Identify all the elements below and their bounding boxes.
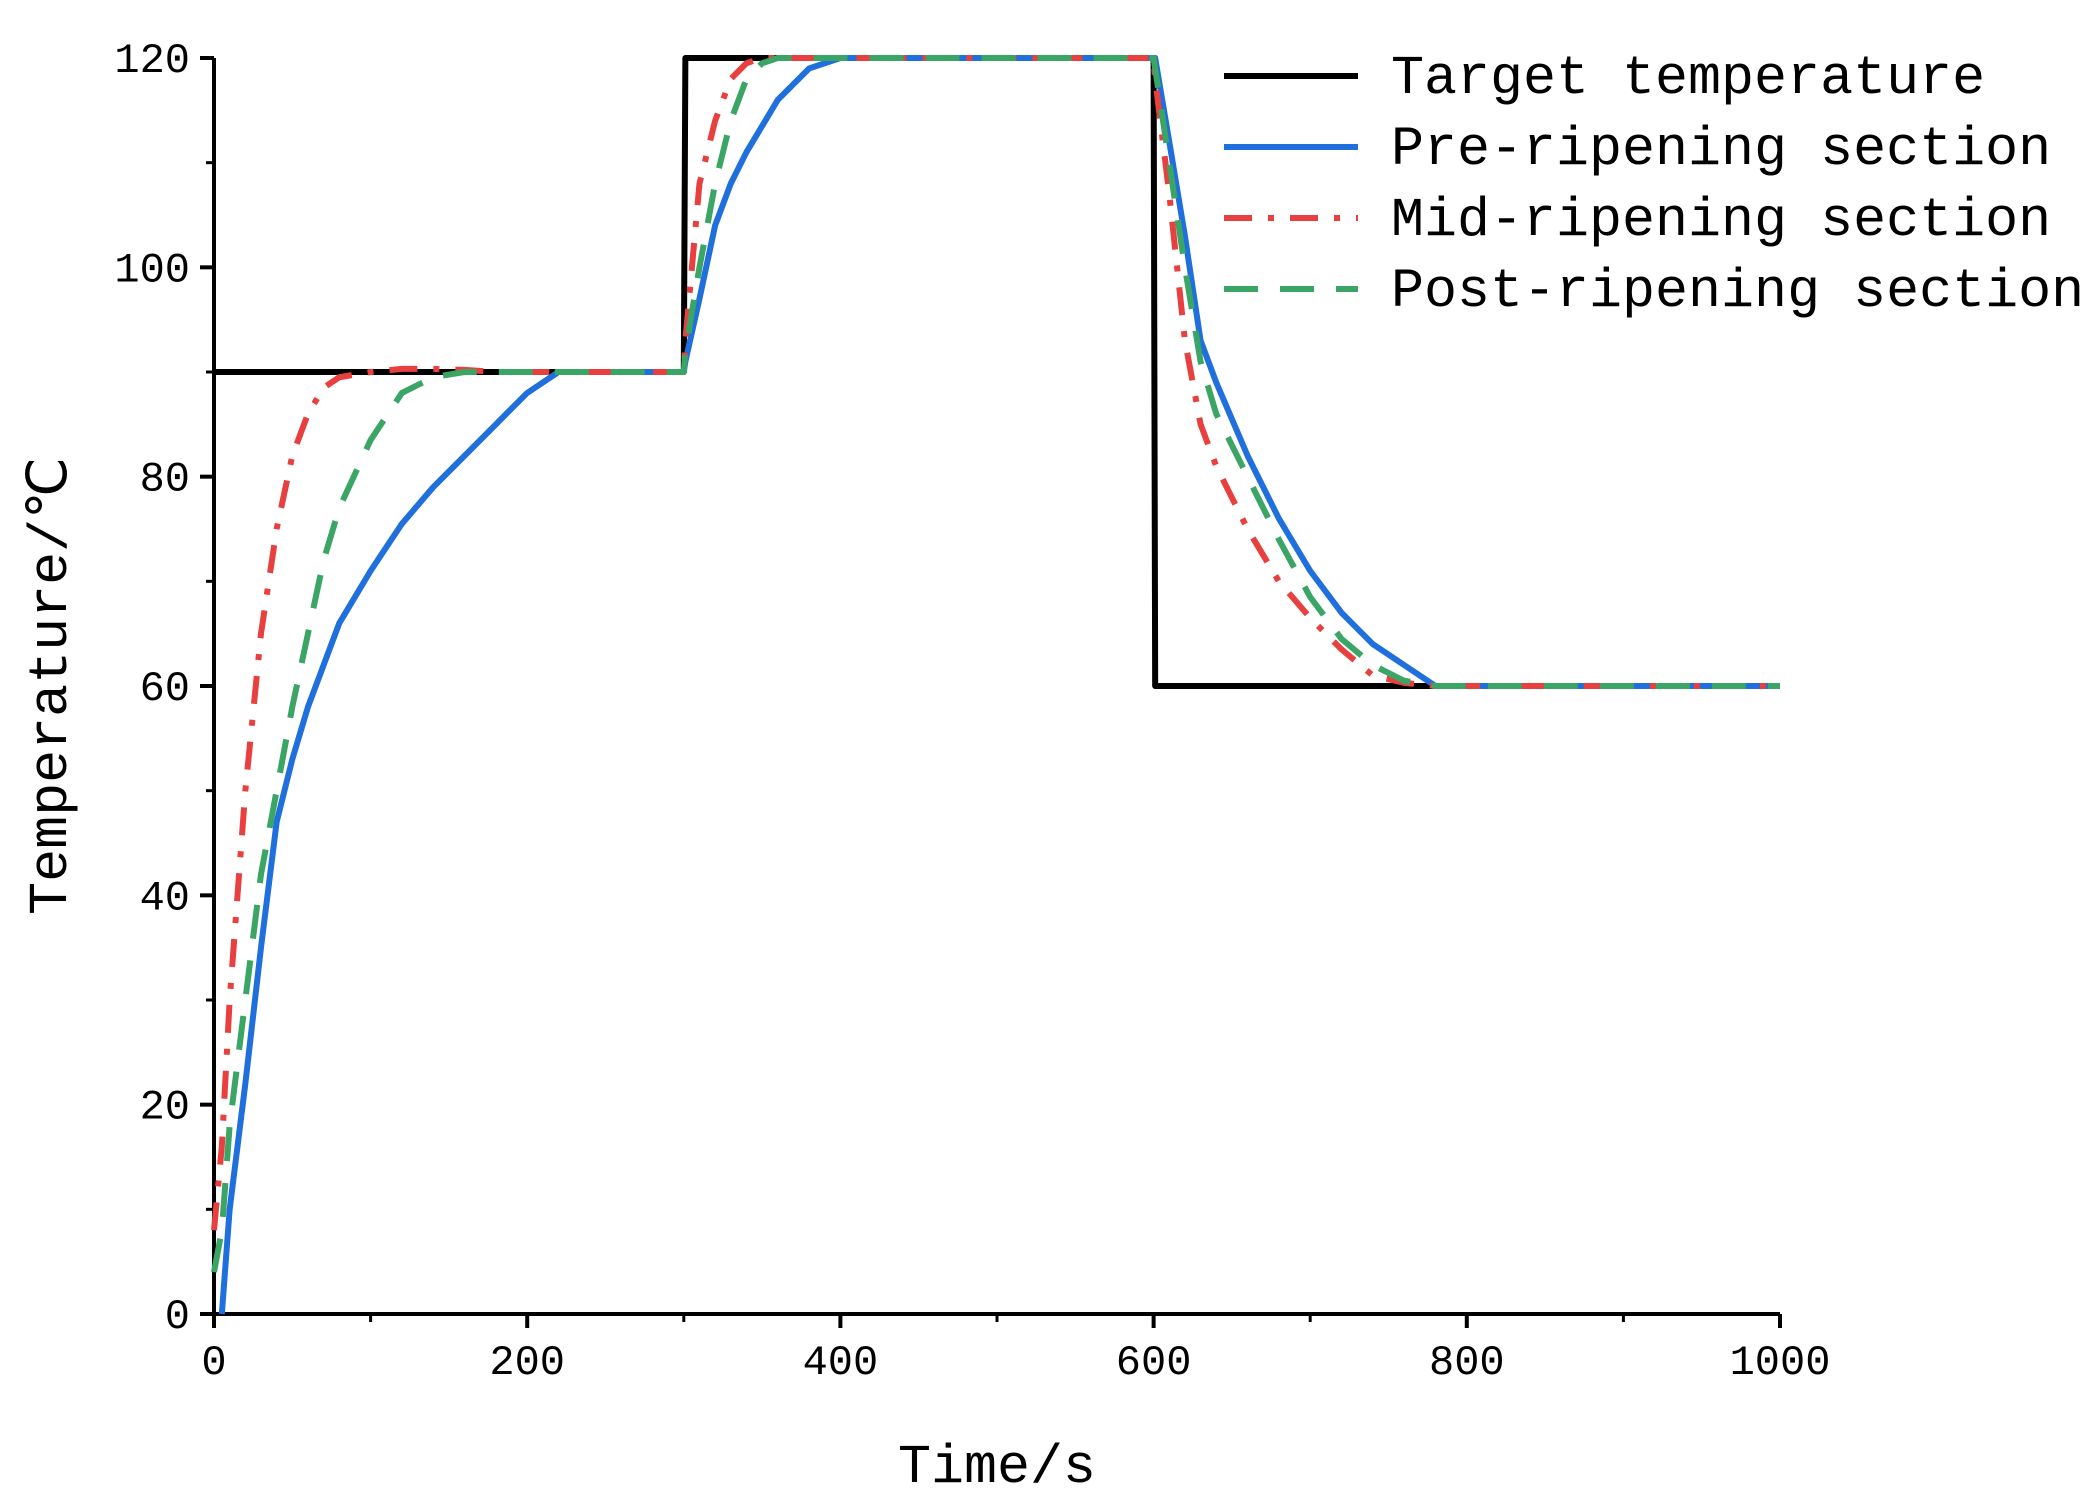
x-axis-label: Time/s [898, 1436, 1096, 1499]
y-tick-label: 60 [140, 665, 190, 713]
y-tick-label: 20 [140, 1084, 190, 1132]
x-tick-label: 0 [201, 1339, 226, 1387]
y-axis-label: Temperature/℃ [20, 457, 83, 915]
series-line [214, 55, 1780, 689]
x-tick-label: 800 [1429, 1339, 1505, 1387]
legend-label: Target temperature [1391, 47, 1985, 110]
y-tick-label: 120 [114, 37, 190, 85]
legend-label: Mid-ripening section [1391, 189, 2051, 252]
y-tick-label: 0 [165, 1293, 190, 1341]
y-tick-label: 100 [114, 246, 190, 294]
series-line [218, 55, 1780, 1315]
legend-label: Post-ripening section [1391, 260, 2084, 323]
x-tick-label: 600 [1116, 1339, 1192, 1387]
series-line [211, 55, 1780, 1231]
x-tick-label: 1000 [1730, 1339, 1831, 1387]
y-tick-label: 80 [140, 456, 190, 504]
legend-label: Pre-ripening section [1391, 118, 2051, 181]
y-tick-label: 40 [140, 874, 190, 922]
x-tick-label: 400 [803, 1339, 879, 1387]
x-tick-label: 200 [489, 1339, 565, 1387]
